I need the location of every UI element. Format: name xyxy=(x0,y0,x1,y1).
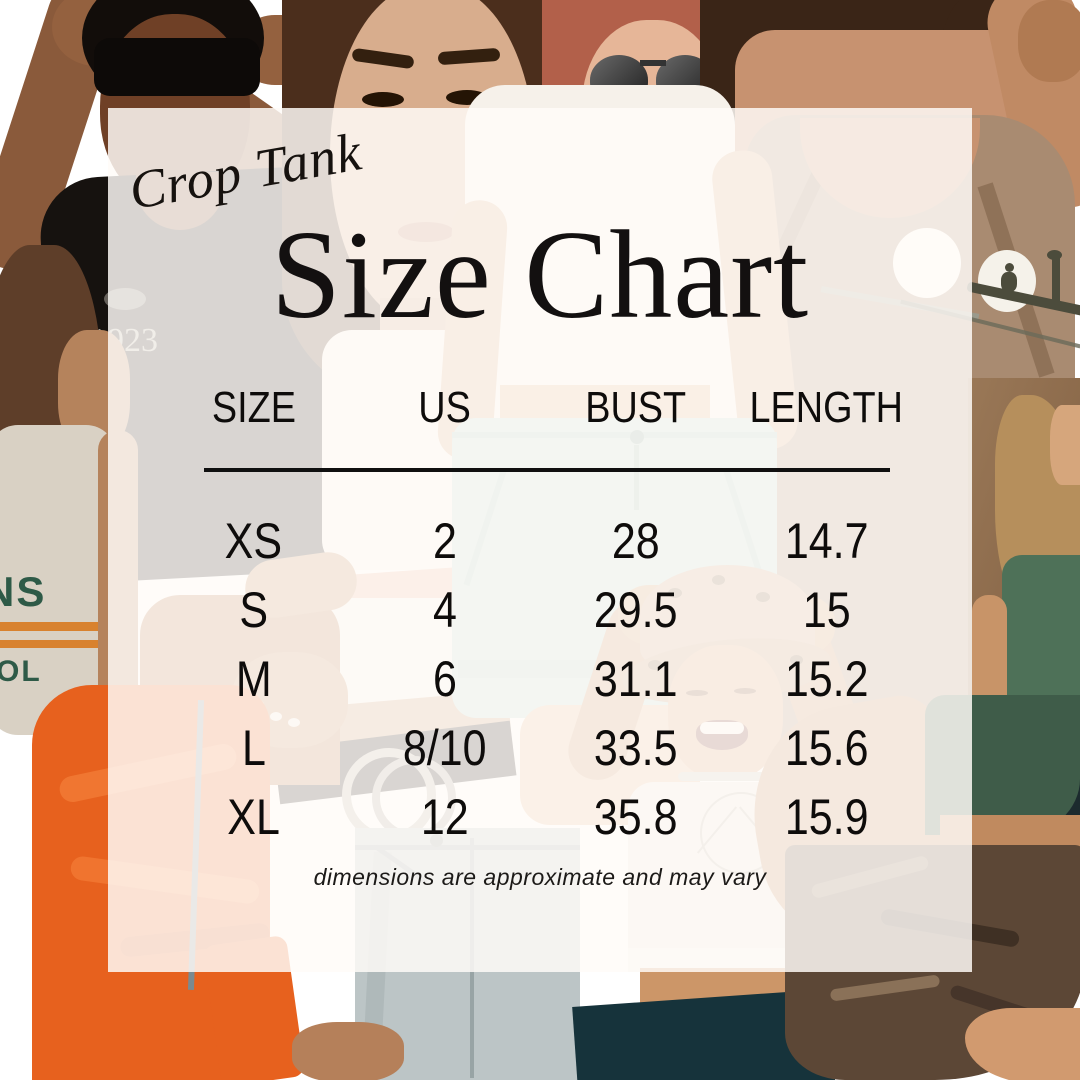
cell-size: XL xyxy=(227,788,280,845)
page-title: Size Chart xyxy=(270,206,810,345)
column-header-length: LENGTH xyxy=(749,383,904,432)
cell-bust: 28 xyxy=(611,512,660,569)
column-header-size: SIZE xyxy=(211,383,296,432)
sitting-figure-head xyxy=(1005,263,1014,272)
thigh xyxy=(965,1008,1080,1080)
size-table: SIZE US BUST LENGTH XS 2 28 14.7 S 4 29.… xyxy=(158,372,922,851)
table-row: XL 12 35.8 15.9 xyxy=(158,782,922,851)
cell-length: 15.6 xyxy=(784,719,869,776)
cell-bust: 35.8 xyxy=(593,788,678,845)
cell-bust: 29.5 xyxy=(593,581,678,638)
fingers xyxy=(1018,0,1080,82)
sunglasses xyxy=(94,38,260,96)
table-row: XS 2 28 14.7 xyxy=(158,506,922,575)
cell-us: 4 xyxy=(432,581,457,638)
sunglasses-bridge xyxy=(640,60,666,66)
cell-us: 8/10 xyxy=(402,719,487,776)
face-edge xyxy=(1050,405,1080,485)
cell-us: 2 xyxy=(432,512,457,569)
column-header-us: US xyxy=(418,383,471,432)
table-body: XS 2 28 14.7 S 4 29.5 15 M 6 31.1 15.2 xyxy=(158,506,922,851)
landscape-tower-top xyxy=(1047,250,1062,260)
table-row: L 8/10 33.5 15.6 xyxy=(158,713,922,782)
eye xyxy=(362,92,404,107)
tank-stripe xyxy=(0,640,128,648)
table-row: S 4 29.5 15 xyxy=(158,575,922,644)
cell-bust: 31.1 xyxy=(593,650,678,707)
cell-length: 15 xyxy=(802,581,851,638)
tank-letters: OL xyxy=(0,655,42,688)
cell-size: XS xyxy=(224,512,283,569)
cell-us: 6 xyxy=(432,650,457,707)
sitting-figure xyxy=(1001,272,1017,292)
cell-length: 15.9 xyxy=(784,788,869,845)
cell-length: 14.7 xyxy=(784,512,869,569)
cell-us: 12 xyxy=(420,788,469,845)
cell-bust: 33.5 xyxy=(593,719,678,776)
table-header-row: SIZE US BUST LENGTH xyxy=(158,372,922,444)
beige-tank xyxy=(0,425,116,735)
cell-size: L xyxy=(241,719,266,776)
cell-length: 15.2 xyxy=(784,650,869,707)
cell-size: S xyxy=(239,581,268,638)
tank-stripe xyxy=(0,622,128,631)
table-row: M 6 31.1 15.2 xyxy=(158,644,922,713)
hand xyxy=(292,1022,404,1080)
landscape-tower xyxy=(1052,256,1060,302)
cell-size: M xyxy=(235,650,272,707)
tank-letters: NS xyxy=(0,568,47,615)
footnote: dimensions are approximate and may vary xyxy=(313,864,767,890)
column-header-bust: BUST xyxy=(585,383,686,432)
header-divider-line xyxy=(204,468,890,472)
overlay-panel xyxy=(108,108,972,972)
